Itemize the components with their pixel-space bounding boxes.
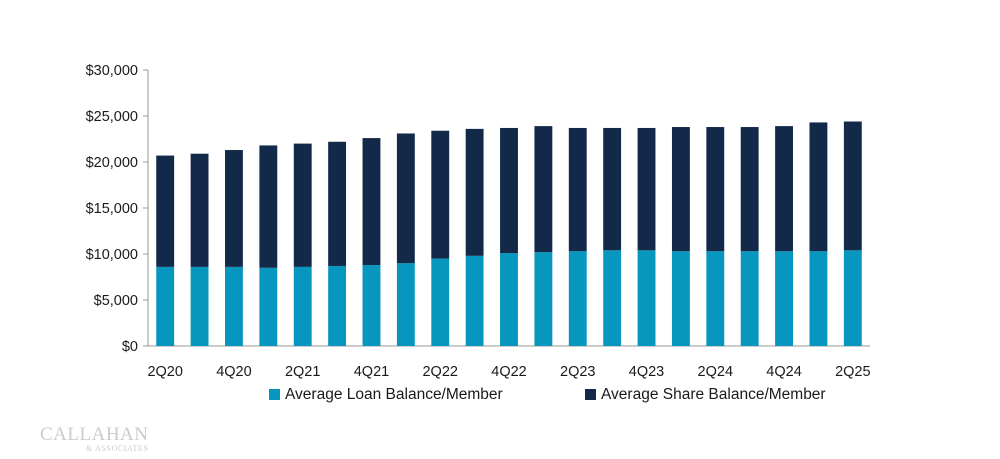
bar-loan-1Q22 bbox=[396, 263, 415, 346]
x-tick-label: 2Q21 bbox=[285, 364, 320, 380]
bar-loan-1Q21 bbox=[259, 267, 278, 346]
x-tick-label: 2Q25 bbox=[835, 364, 870, 380]
y-axis-labels: $0 $5,000 $10,000 $15,000 $20,000 $25,000 $30,… bbox=[86, 63, 138, 355]
bars bbox=[156, 121, 862, 346]
bar-loan-2Q20 bbox=[156, 266, 175, 346]
x-tick-label: 4Q24 bbox=[766, 364, 801, 380]
legend: Average Loan Balance/Member Average Shar… bbox=[269, 386, 826, 403]
bar-loan-4Q22 bbox=[500, 253, 518, 346]
x-axis-labels: 2Q20 4Q20 2Q21 4Q21 2Q22 4Q22 2Q23 4Q23 2Q24 4Q24… bbox=[147, 364, 870, 380]
bar-loan-4Q20 bbox=[225, 266, 243, 346]
bar-share-1Q23 bbox=[534, 126, 553, 253]
bar-share-1Q25 bbox=[809, 122, 828, 252]
legend-swatch-share bbox=[585, 389, 596, 400]
bar-loan-1Q25 bbox=[809, 251, 828, 346]
y-tick-label: $30,000 bbox=[86, 63, 138, 79]
bar-share-2Q22 bbox=[431, 130, 450, 259]
bar-loan-4Q23 bbox=[637, 250, 656, 346]
bar-loan-4Q21 bbox=[362, 265, 381, 346]
bar-loan-2Q25 bbox=[843, 250, 862, 346]
x-tick-label: 4Q23 bbox=[629, 364, 664, 380]
y-tick-label: $15,000 bbox=[86, 201, 138, 217]
bar-share-1Q21 bbox=[259, 145, 278, 268]
bar-share-3Q23 bbox=[603, 127, 622, 251]
bar-share-3Q20 bbox=[190, 153, 209, 267]
x-tick-label: 4Q22 bbox=[491, 364, 526, 380]
bar-share-4Q22 bbox=[500, 127, 518, 254]
bar-loan-4Q24 bbox=[775, 251, 793, 346]
x-tick-label: 2Q20 bbox=[147, 364, 182, 380]
bar-share-3Q24 bbox=[740, 127, 759, 252]
y-tick-label: $10,000 bbox=[86, 247, 138, 263]
x-tick-label: 2Q22 bbox=[422, 364, 457, 380]
y-tick-label: $20,000 bbox=[86, 155, 138, 171]
legend-label-share: Average Share Balance/Member bbox=[601, 386, 826, 403]
bar-loan-2Q24 bbox=[706, 251, 725, 346]
logo-name: CALLAHAN bbox=[40, 424, 149, 445]
y-tick-label: $25,000 bbox=[86, 109, 138, 125]
bar-loan-1Q24 bbox=[671, 251, 690, 346]
x-tick-label: 2Q23 bbox=[560, 364, 595, 380]
bar-share-4Q23 bbox=[637, 127, 656, 251]
bar-share-3Q22 bbox=[465, 128, 484, 256]
bar-loan-2Q23 bbox=[568, 251, 587, 346]
bar-loan-3Q22 bbox=[465, 255, 484, 346]
callahan-logo: CALLAHAN & ASSOCIATES bbox=[40, 424, 149, 453]
x-tick-label: 4Q20 bbox=[216, 364, 251, 380]
bar-share-3Q21 bbox=[328, 141, 347, 266]
bar-loan-3Q20 bbox=[190, 266, 209, 346]
bar-share-1Q24 bbox=[671, 127, 690, 252]
bar-loan-3Q21 bbox=[328, 265, 347, 346]
bar-share-2Q20 bbox=[156, 155, 175, 267]
bar-share-2Q25 bbox=[843, 121, 862, 251]
logo-sub: & ASSOCIATES bbox=[86, 444, 149, 453]
bar-loan-1Q23 bbox=[534, 252, 553, 346]
bar-share-1Q22 bbox=[396, 133, 415, 264]
bar-share-2Q24 bbox=[706, 127, 725, 252]
bar-share-4Q24 bbox=[775, 126, 793, 252]
y-tick-label: $5,000 bbox=[94, 293, 138, 309]
bar-loan-2Q21 bbox=[293, 266, 312, 346]
legend-label-loan: Average Loan Balance/Member bbox=[285, 386, 503, 403]
legend-swatch-loan bbox=[269, 389, 280, 400]
bar-share-2Q23 bbox=[568, 127, 587, 252]
bar-loan-3Q24 bbox=[740, 251, 759, 346]
y-tick-label: $0 bbox=[122, 339, 138, 355]
bar-loan-3Q23 bbox=[603, 250, 622, 346]
bar-loan-2Q22 bbox=[431, 258, 450, 346]
bar-share-2Q21 bbox=[293, 143, 312, 267]
bar-share-4Q20 bbox=[225, 150, 243, 267]
bar-share-4Q21 bbox=[362, 138, 381, 266]
x-tick-label: 2Q24 bbox=[698, 364, 733, 380]
x-tick-label: 4Q21 bbox=[354, 364, 389, 380]
